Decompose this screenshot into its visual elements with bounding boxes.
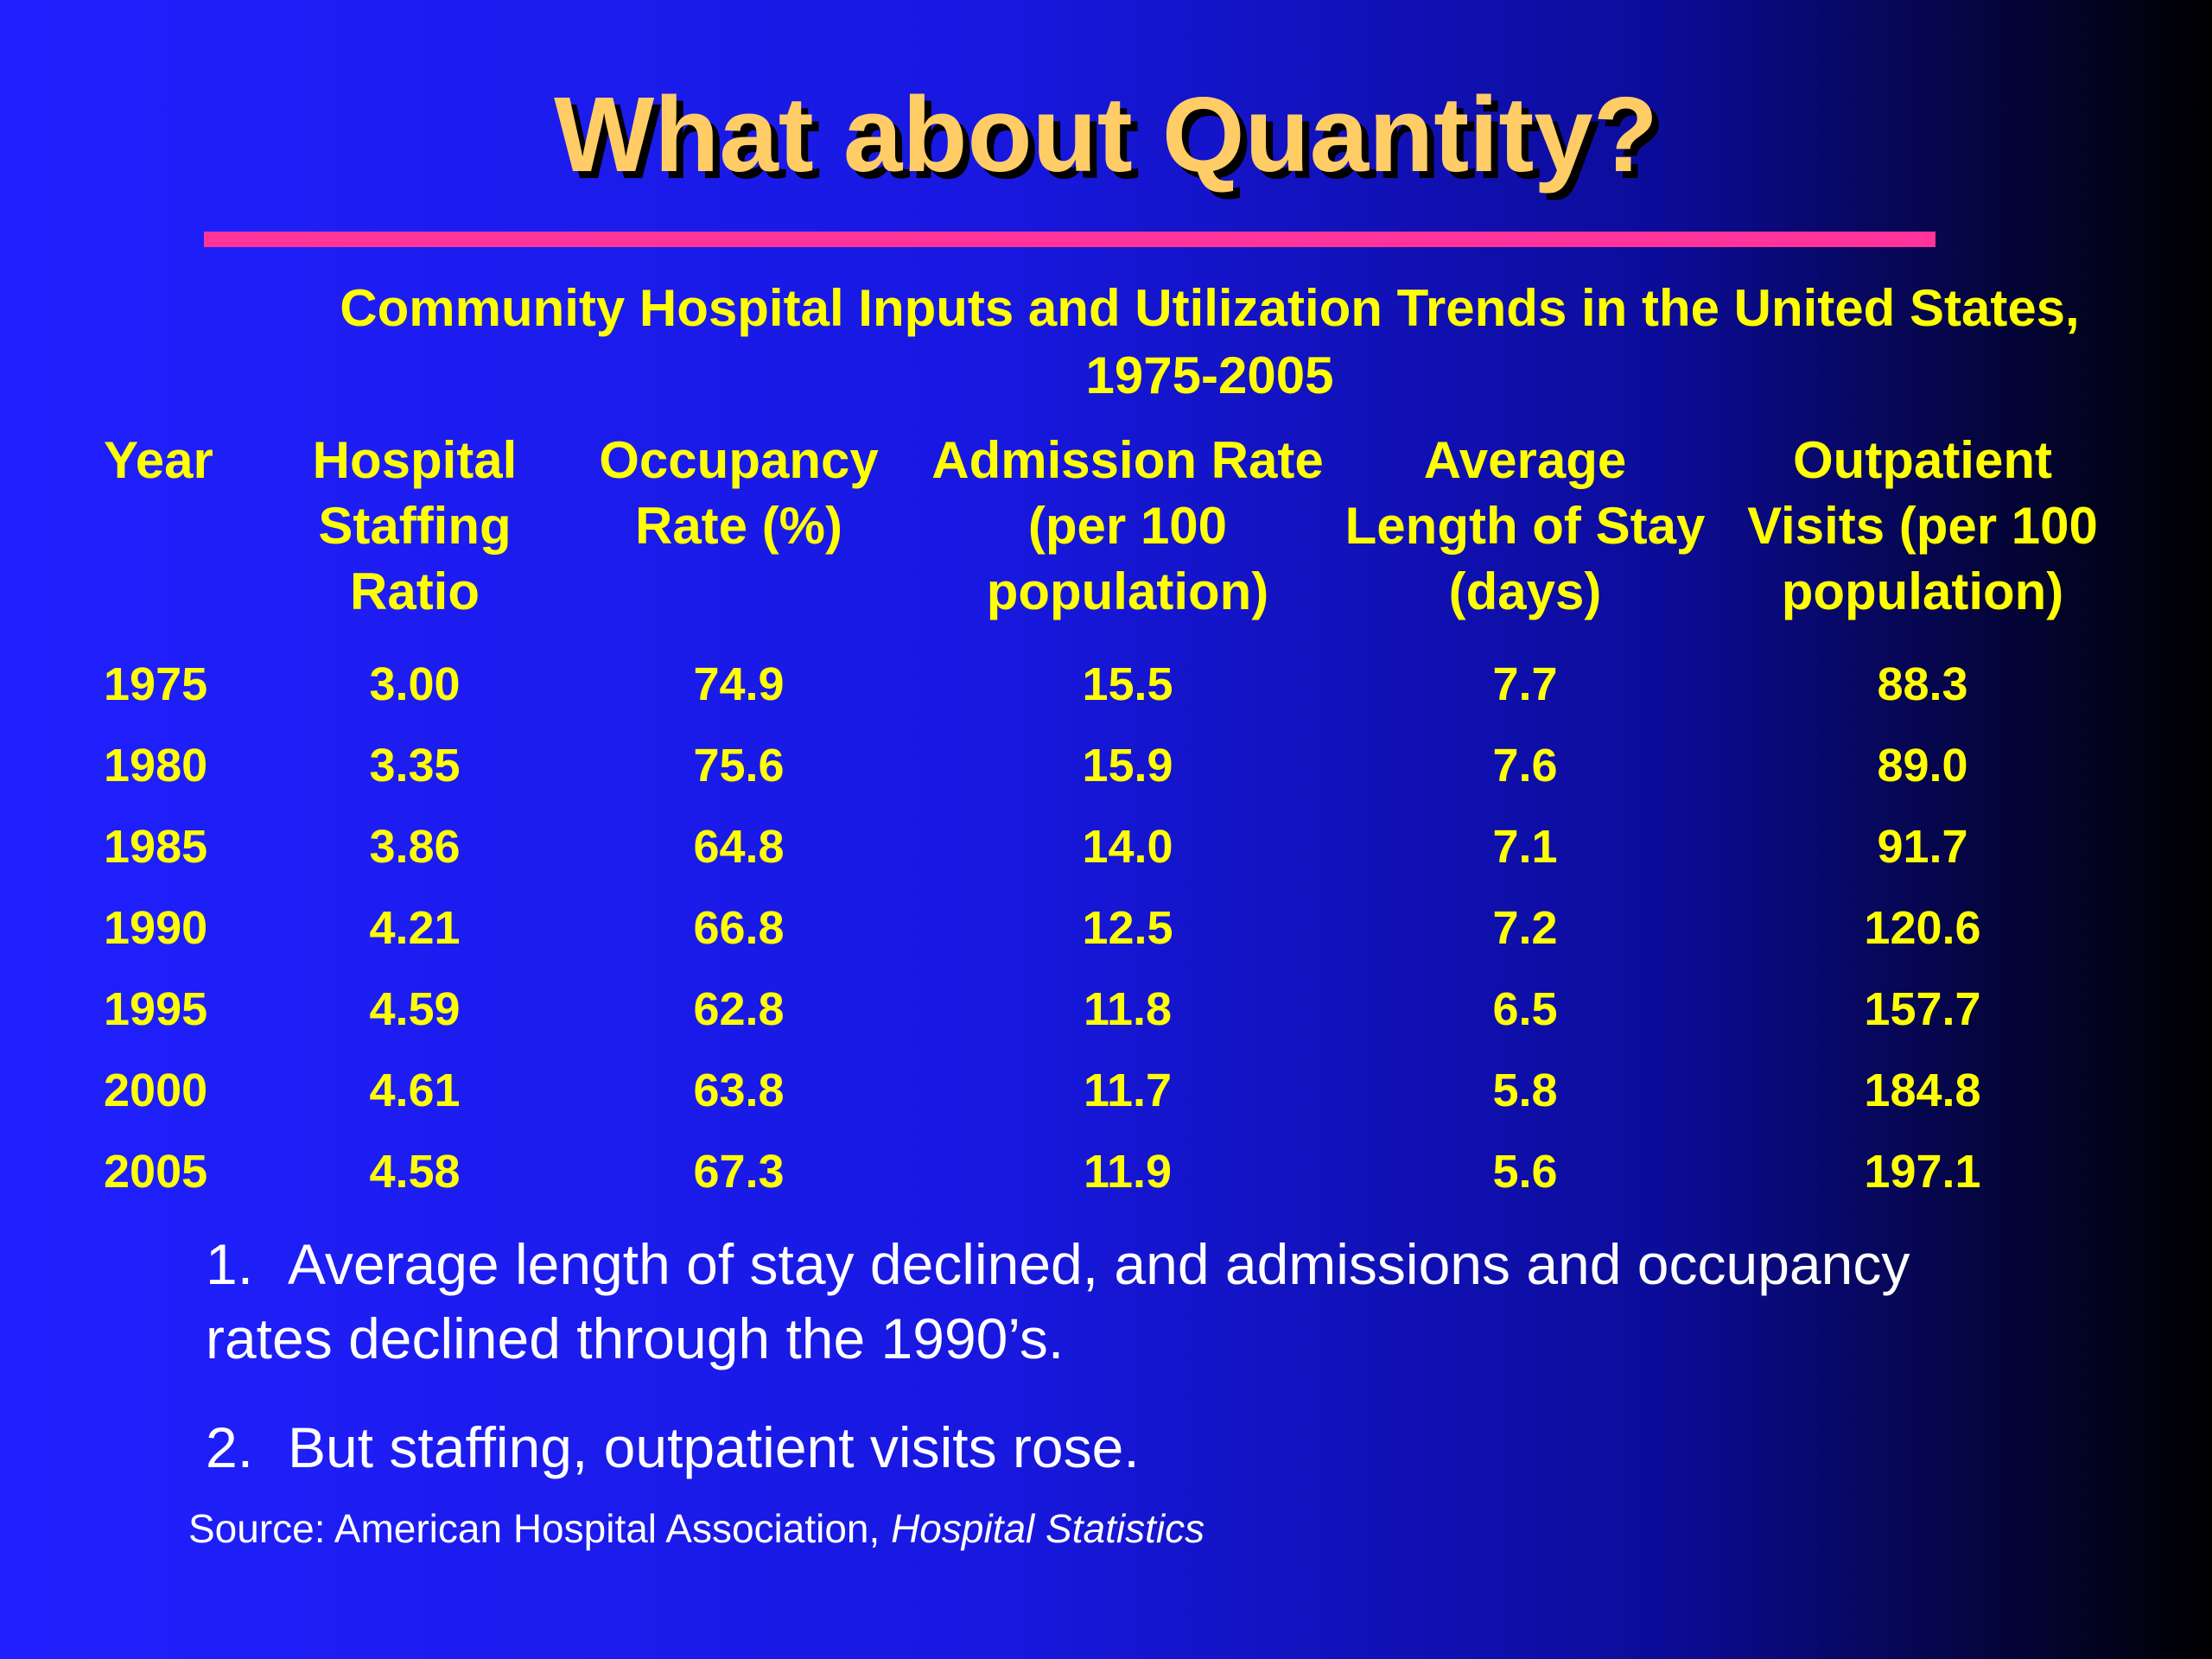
cell-occupancy-rate: 66.8 [693,902,785,954]
cell-length-of-stay: 5.6 [1492,1146,1558,1198]
cell-outpatient-visits: 120.6 [1864,902,1981,954]
cell-admission-rate: 14.0 [1082,821,1173,873]
table-caption: Community Hospital Inputs and Utilizatio… [340,279,2080,404]
finding-number: 2. [206,1415,254,1479]
findings-list: 1. Average length of stay declined, and a… [206,1227,2020,1519]
cell-admission-rate: 11.9 [1083,1146,1173,1198]
cell-length-of-stay: 7.7 [1492,658,1558,710]
cell-year: 2000 [104,1065,208,1116]
cell-year: 1995 [104,983,208,1035]
source-note: Source: American Hospital Association, H… [188,1505,1205,1552]
table-row: 1990 4.21 66.8 12.5 7.2 120.6 [104,887,2126,969]
cell-outpatient-visits: 89.0 [1877,740,1968,791]
table-row: 2000 4.61 63.8 11.7 5.8 184.8 [104,1050,2126,1131]
title-divider [204,232,1936,247]
cell-outpatient-visits: 88.3 [1877,658,1968,710]
column-header-outpatient: Outpatient Visits (per 100 population) [1747,431,2098,620]
finding-number: 1. [206,1232,254,1296]
cell-staffing-ratio: 3.86 [369,821,461,873]
table-body: 1975 3.00 74.9 15.5 7.7 88.3 1980 3.35 75.6 15.9 7… [104,644,2126,1212]
hospital-trends-table: Year Hospital Staffing Ratio Occupancy R… [104,428,2126,1212]
cell-occupancy-rate: 74.9 [693,658,785,710]
cell-admission-rate: 15.9 [1082,740,1173,791]
cell-occupancy-rate: 75.6 [693,740,785,791]
finding-item: 2. But staffing, outpatient visits rose. [206,1410,2020,1484]
cell-occupancy-rate: 67.3 [693,1146,785,1198]
cell-year: 1975 [104,658,208,710]
cell-occupancy-rate: 62.8 [693,983,785,1035]
cell-occupancy-rate: 63.8 [693,1065,785,1116]
cell-staffing-ratio: 4.59 [369,983,461,1035]
cell-occupancy-rate: 64.8 [693,821,785,873]
cell-year: 2005 [104,1146,208,1198]
table-row: 1980 3.35 75.6 15.9 7.6 89.0 [104,725,2126,806]
cell-staffing-ratio: 4.61 [369,1065,461,1116]
cell-length-of-stay: 7.1 [1492,821,1558,873]
finding-item: 1. Average length of stay declined, and a… [206,1227,2020,1376]
cell-year: 1985 [104,821,208,873]
table-row: 2005 4.58 67.3 11.9 5.6 197.1 [104,1131,2126,1212]
slide-title: What about Quantity? [554,76,1658,194]
cell-year: 1990 [104,902,208,954]
column-header-length-of-stay: Average Length of Stay (days) [1344,431,1706,620]
cell-length-of-stay: 7.2 [1492,902,1558,954]
table-row: 1985 3.86 64.8 14.0 7.1 91.7 [104,806,2126,887]
cell-year: 1980 [104,740,208,791]
source-publication: Hospital Statistics [891,1506,1205,1551]
cell-staffing-ratio: 4.58 [369,1146,461,1198]
table-header-row: Year Hospital Staffing Ratio Occupancy R… [104,428,2126,644]
table-row: 1995 4.59 62.8 11.8 6.5 157.7 [104,969,2126,1050]
cell-length-of-stay: 7.6 [1492,740,1558,791]
cell-outpatient-visits: 184.8 [1864,1065,1981,1116]
cell-outpatient-visits: 197.1 [1864,1146,1981,1198]
cell-admission-rate: 11.8 [1083,983,1173,1035]
table-row: 1975 3.00 74.9 15.5 7.7 88.3 [104,644,2126,725]
cell-admission-rate: 11.7 [1083,1065,1173,1116]
cell-staffing-ratio: 4.21 [369,902,461,954]
finding-text: But staffing, outpatient visits rose. [288,1415,1140,1479]
cell-outpatient-visits: 91.7 [1877,821,1968,873]
column-header-occupancy: Occupancy Rate (%) [599,431,879,555]
cell-length-of-stay: 6.5 [1492,983,1558,1035]
cell-admission-rate: 12.5 [1082,902,1173,954]
cell-staffing-ratio: 3.00 [369,658,461,710]
cell-outpatient-visits: 157.7 [1864,983,1981,1035]
finding-text: Average length of stay declined, and adm… [206,1232,1910,1370]
cell-admission-rate: 15.5 [1082,658,1173,710]
cell-length-of-stay: 5.8 [1492,1065,1558,1116]
cell-staffing-ratio: 3.35 [369,740,461,791]
column-header-year: Year [104,431,213,489]
column-header-admission: Admission Rate (per 100 population) [931,431,1324,620]
source-prefix: Source: American Hospital Association, [188,1506,892,1551]
column-header-staffing: Hospital Staffing Ratio [312,431,518,620]
